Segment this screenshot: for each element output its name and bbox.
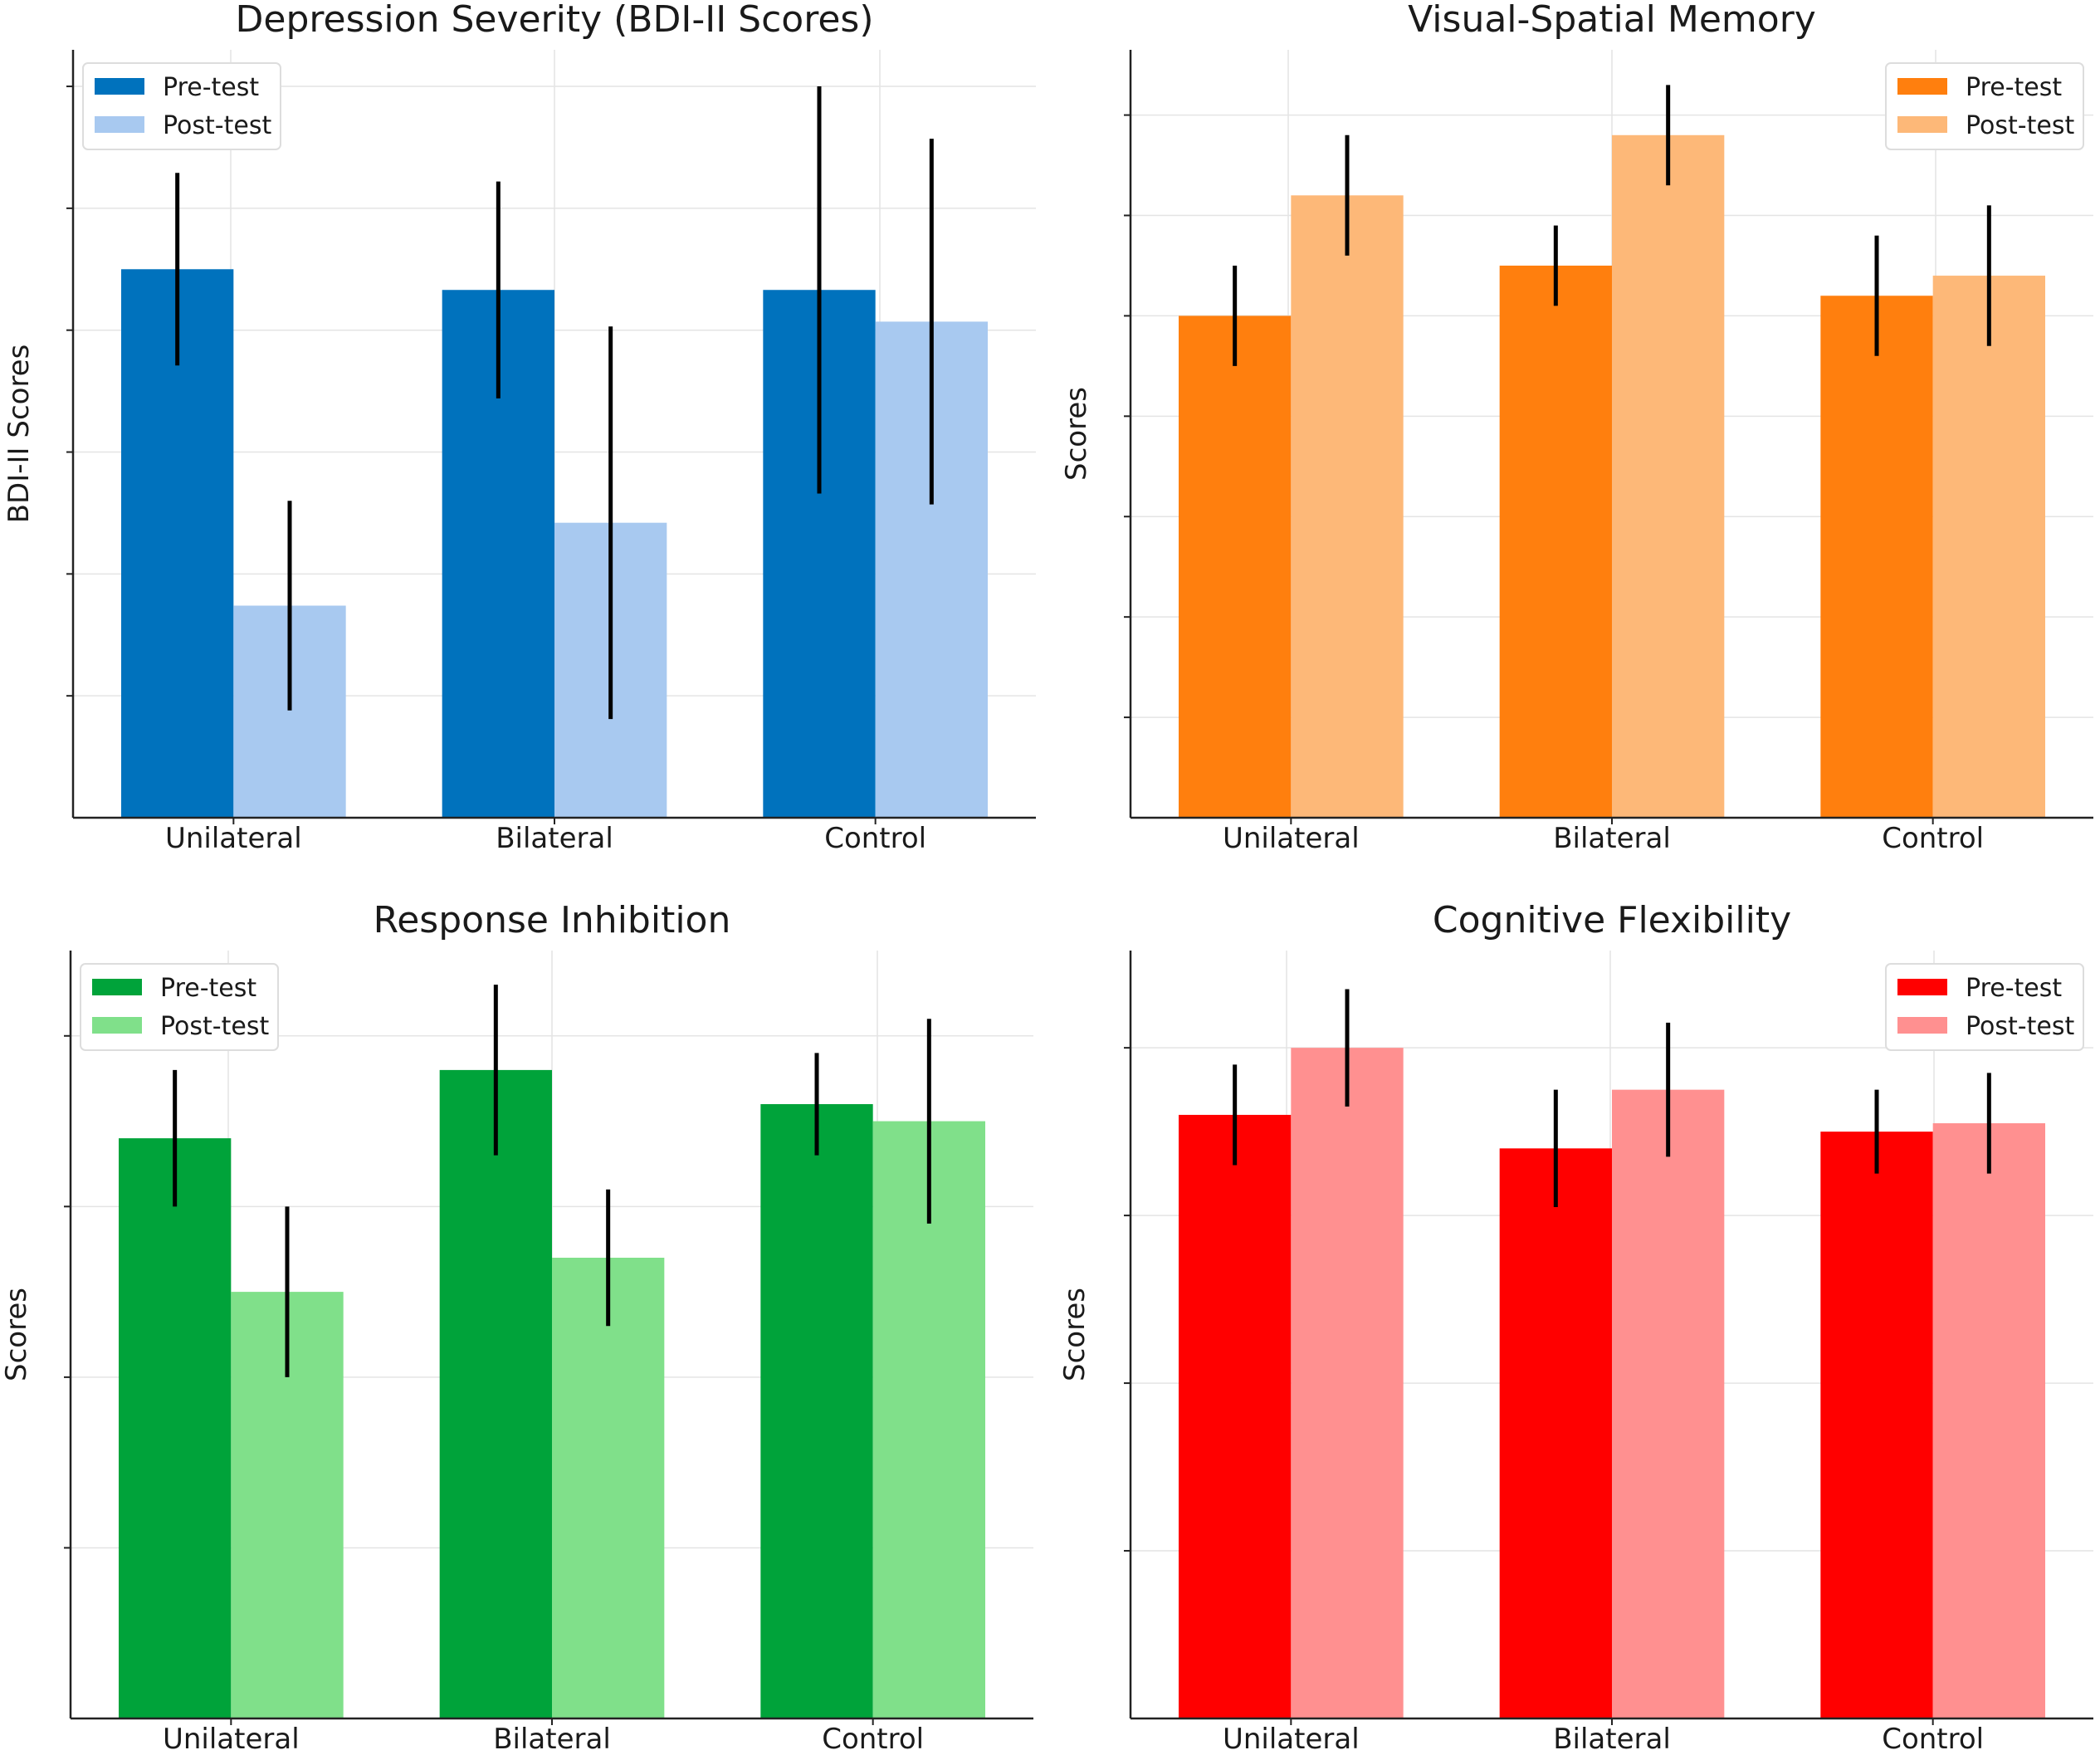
x-tick-label-control: Control	[822, 1723, 924, 1755]
x-tick-label-bilateral: Bilateral	[1553, 822, 1671, 855]
bar-post-test-bilateral	[1612, 134, 1725, 818]
legend-swatch-pre-test	[95, 78, 144, 95]
chart-title: Depression Severity (BDI-II Scores)	[236, 0, 874, 41]
x-tick-label-control: Control	[824, 822, 926, 855]
legend-label-post-test: Post-test	[1966, 1012, 2074, 1041]
bar-pre-test-bilateral	[1499, 265, 1612, 819]
chart-panel-4: Unilateral Bilateral Control Cognitive Flex…	[1058, 899, 2093, 1755]
legend: Pre-test Post-test	[1885, 62, 2084, 150]
legend-swatch-pre-test	[92, 979, 142, 995]
bar-post-test-unilateral	[1291, 1048, 1404, 1718]
chart-panel-3: Unilateral Bilateral Control Response Inhib…	[0, 899, 1033, 1755]
bars	[1179, 85, 2045, 819]
x-tick-label-unilateral: Unilateral	[165, 822, 302, 855]
legend-label-pre-test: Pre-test	[160, 974, 256, 1003]
bars	[121, 86, 988, 818]
y-axis-label: Scores	[1060, 387, 1093, 481]
legend-swatch-post-test	[1897, 116, 1947, 133]
bar-pre-test-unilateral	[1179, 315, 1292, 819]
bar-pre-test-control	[760, 1104, 873, 1718]
bar-pre-test-bilateral	[439, 1069, 552, 1718]
x-tick-label-bilateral: Bilateral	[493, 1723, 611, 1755]
chart-panel-2: Unilateral Bilateral Control Visual-Spatial…	[1060, 0, 2093, 855]
legend-swatch-post-test	[1897, 1017, 1947, 1034]
legend-label-post-test: Post-test	[160, 1012, 269, 1041]
legend-swatch-post-test	[92, 1017, 142, 1034]
legend-swatch-pre-test	[1897, 979, 1947, 995]
legend: Pre-test Post-test	[1885, 963, 2084, 1051]
x-tick-label-unilateral: Unilateral	[1223, 1723, 1360, 1755]
y-axis-label: BDI-II Scores	[2, 345, 36, 524]
y-axis-label: Scores	[0, 1288, 33, 1381]
bar-post-test-control	[1932, 1123, 2045, 1718]
legend: Pre-test Post-test	[82, 62, 281, 150]
bar-pre-test-control	[1820, 1132, 1933, 1718]
bar-pre-test-bilateral	[1499, 1148, 1612, 1718]
bar-pre-test-unilateral	[1179, 1114, 1292, 1718]
bar-pre-test-unilateral	[119, 1138, 232, 1718]
bar-post-test-control	[1932, 276, 2045, 818]
chart-title: Visual-Spatial Memory	[1408, 0, 1816, 41]
bar-post-test-bilateral	[552, 1258, 665, 1718]
x-tick-label-control: Control	[1882, 822, 1984, 855]
bar-pre-test-control	[1820, 296, 1933, 818]
x-tick-label-bilateral: Bilateral	[1553, 1723, 1671, 1755]
legend-swatch-post-test	[95, 116, 144, 133]
bars	[119, 985, 985, 1718]
x-tick-label-control: Control	[1882, 1723, 1984, 1755]
bar-post-test-bilateral	[1612, 1089, 1725, 1718]
legend-swatch-pre-test	[1897, 78, 1947, 95]
y-axis-label: Scores	[1058, 1288, 1092, 1381]
legend-label-post-test: Post-test	[163, 111, 271, 140]
chart-panel-1: Unilateral Bilateral Control Depression Sev…	[2, 0, 1036, 855]
legend-label-pre-test: Pre-test	[1966, 73, 2062, 102]
chart-title: Cognitive Flexibility	[1433, 899, 1791, 941]
chart-title: Response Inhibition	[374, 899, 731, 941]
bars	[1179, 989, 2045, 1718]
x-tick-label-unilateral: Unilateral	[163, 1723, 300, 1755]
x-tick-label-bilateral: Bilateral	[496, 822, 613, 855]
legend-label-pre-test: Pre-test	[1966, 974, 2062, 1003]
legend-label-pre-test: Pre-test	[163, 73, 259, 102]
legend-label-post-test: Post-test	[1966, 111, 2074, 140]
bar-post-test-unilateral	[1291, 195, 1404, 819]
x-tick-label-unilateral: Unilateral	[1223, 822, 1360, 855]
legend: Pre-test Post-test	[80, 963, 279, 1051]
